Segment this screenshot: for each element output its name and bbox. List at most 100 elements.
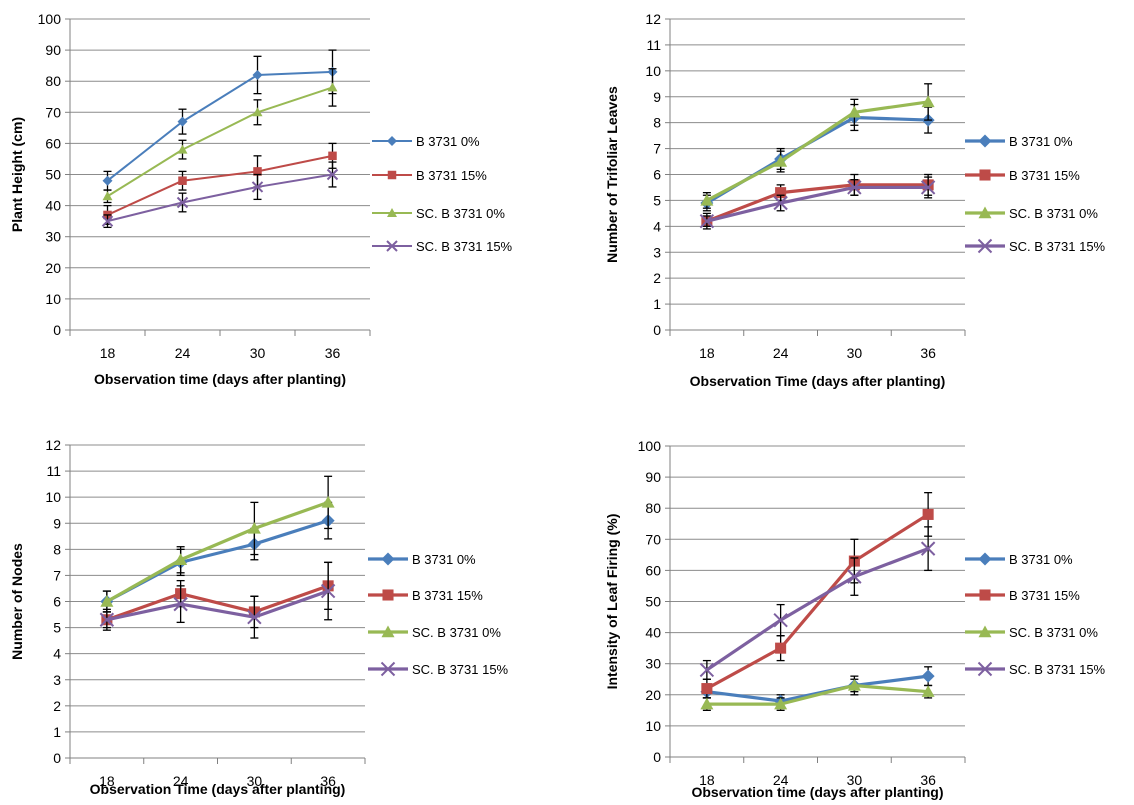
data-point bbox=[921, 685, 935, 697]
y-tick-label: 100 bbox=[638, 438, 662, 454]
series-line bbox=[705, 547, 929, 672]
y-tick-label: 40 bbox=[645, 625, 661, 641]
data-point bbox=[327, 82, 338, 92]
y-tick-label: 70 bbox=[645, 531, 661, 547]
y-tick-label: 30 bbox=[45, 229, 61, 245]
series-line bbox=[106, 584, 329, 622]
x-axis-title: Observation Time (days after planting) bbox=[690, 373, 946, 389]
x-tick-label: 18 bbox=[99, 773, 115, 789]
data-point bbox=[700, 697, 714, 710]
y-tick-label: 3 bbox=[653, 244, 661, 260]
series-3 bbox=[700, 678, 935, 711]
y-tick-label: 10 bbox=[645, 63, 661, 79]
legend-entry-1: B 3731 0% bbox=[372, 134, 480, 149]
series-3 bbox=[100, 475, 335, 613]
legend-marker bbox=[382, 589, 394, 601]
y-tick-label: 12 bbox=[45, 437, 61, 453]
data-point bbox=[774, 155, 788, 167]
data-point bbox=[252, 69, 263, 80]
series-3 bbox=[102, 68, 338, 204]
y-tick-label: 60 bbox=[45, 135, 61, 151]
data-point bbox=[775, 187, 787, 199]
y-tick-label: 60 bbox=[645, 562, 661, 578]
legend-marker bbox=[979, 589, 991, 601]
legend-entry-1: B 3731 0% bbox=[965, 134, 1073, 149]
series-4 bbox=[99, 561, 336, 639]
legend-marker bbox=[977, 661, 993, 677]
y-tick-label: 11 bbox=[46, 463, 61, 479]
y-tick-label: 90 bbox=[45, 42, 61, 58]
y-tick-label: 1 bbox=[653, 296, 661, 312]
y-tick-label: 80 bbox=[45, 73, 61, 89]
legend-marker bbox=[387, 136, 397, 146]
y-tick-label: 11 bbox=[646, 37, 661, 53]
legend-label: SC. B 3731 0% bbox=[1009, 625, 1098, 640]
series-line bbox=[706, 100, 929, 202]
data-point bbox=[99, 612, 115, 627]
y-axis-title: Number of Trifoliar Leaves bbox=[604, 86, 620, 263]
x-axis-title: Observation Time (days after planting) bbox=[90, 781, 346, 797]
y-tick-label: 2 bbox=[53, 698, 61, 714]
data-point bbox=[920, 180, 936, 195]
y-tick-label: 4 bbox=[53, 646, 61, 662]
y-tick-label: 50 bbox=[645, 594, 661, 610]
y-tick-label: 5 bbox=[53, 620, 61, 636]
legend-marker bbox=[978, 134, 992, 148]
data-point bbox=[847, 180, 862, 195]
data-point bbox=[328, 151, 337, 161]
data-point bbox=[178, 176, 187, 185]
y-tick-label: 6 bbox=[653, 167, 661, 183]
legend-marker bbox=[381, 625, 395, 638]
legend-label: SC. B 3731 15% bbox=[416, 239, 513, 254]
data-point bbox=[774, 697, 788, 710]
series-line bbox=[706, 683, 929, 706]
y-tick-label: 40 bbox=[45, 198, 61, 214]
y-tick-label: 20 bbox=[645, 687, 661, 703]
data-point bbox=[101, 215, 114, 227]
y-axis-title: Number of Nodes bbox=[9, 543, 25, 660]
legend-entry-3: SC. B 3731 0% bbox=[368, 625, 501, 640]
y-tick-label: 8 bbox=[53, 541, 61, 557]
y-tick-label: 90 bbox=[645, 469, 661, 485]
legend-entry-4: SC. B 3731 15% bbox=[965, 238, 1106, 254]
x-tick-label: 30 bbox=[847, 345, 863, 361]
legend-marker bbox=[380, 661, 396, 677]
y-tick-label: 6 bbox=[53, 594, 61, 610]
y-tick-label: 7 bbox=[53, 567, 61, 583]
legend-label: B 3731 15% bbox=[1009, 168, 1080, 183]
x-tick-label: 36 bbox=[920, 772, 936, 788]
data-point bbox=[176, 196, 189, 209]
legend-entry-3: SC. B 3731 0% bbox=[965, 206, 1098, 221]
y-tick-label: 50 bbox=[45, 167, 61, 183]
data-point bbox=[920, 541, 936, 556]
series-line bbox=[106, 589, 329, 622]
data-point bbox=[321, 495, 335, 508]
legend-label: SC. B 3731 0% bbox=[416, 206, 505, 221]
y-tick-label: 5 bbox=[653, 192, 661, 208]
legend-marker bbox=[381, 552, 395, 566]
legend-label: B 3731 0% bbox=[412, 552, 476, 567]
legend-label: SC. B 3731 0% bbox=[412, 625, 501, 640]
legend-label: SC. B 3731 15% bbox=[1009, 239, 1106, 254]
series-line bbox=[106, 500, 329, 603]
y-tick-label: 10 bbox=[45, 291, 61, 307]
series-line bbox=[106, 519, 329, 603]
x-axis-title: Observation time (days after planting) bbox=[691, 784, 943, 800]
y-tick-label: 30 bbox=[645, 656, 661, 672]
legend-label: SC. B 3731 15% bbox=[412, 662, 509, 677]
x-tick-label: 30 bbox=[250, 345, 266, 361]
legend-label: B 3731 0% bbox=[1009, 552, 1073, 567]
series-line bbox=[706, 185, 929, 223]
data-point bbox=[174, 553, 188, 565]
legend-marker bbox=[387, 170, 397, 180]
data-point bbox=[252, 107, 263, 117]
data-point bbox=[847, 105, 861, 118]
legend-entry-2: B 3731 15% bbox=[965, 588, 1080, 603]
x-tick-label: 30 bbox=[847, 772, 863, 788]
chart-panel-1: 0 10 20 30 40 50 60 70 80 90 100 18 24 30 36 Observatio… bbox=[9, 11, 513, 387]
data-point bbox=[177, 144, 188, 154]
legend-label: B 3731 0% bbox=[1009, 134, 1073, 149]
x-tick-label: 24 bbox=[175, 345, 191, 361]
x-tick-label: 30 bbox=[247, 773, 263, 789]
